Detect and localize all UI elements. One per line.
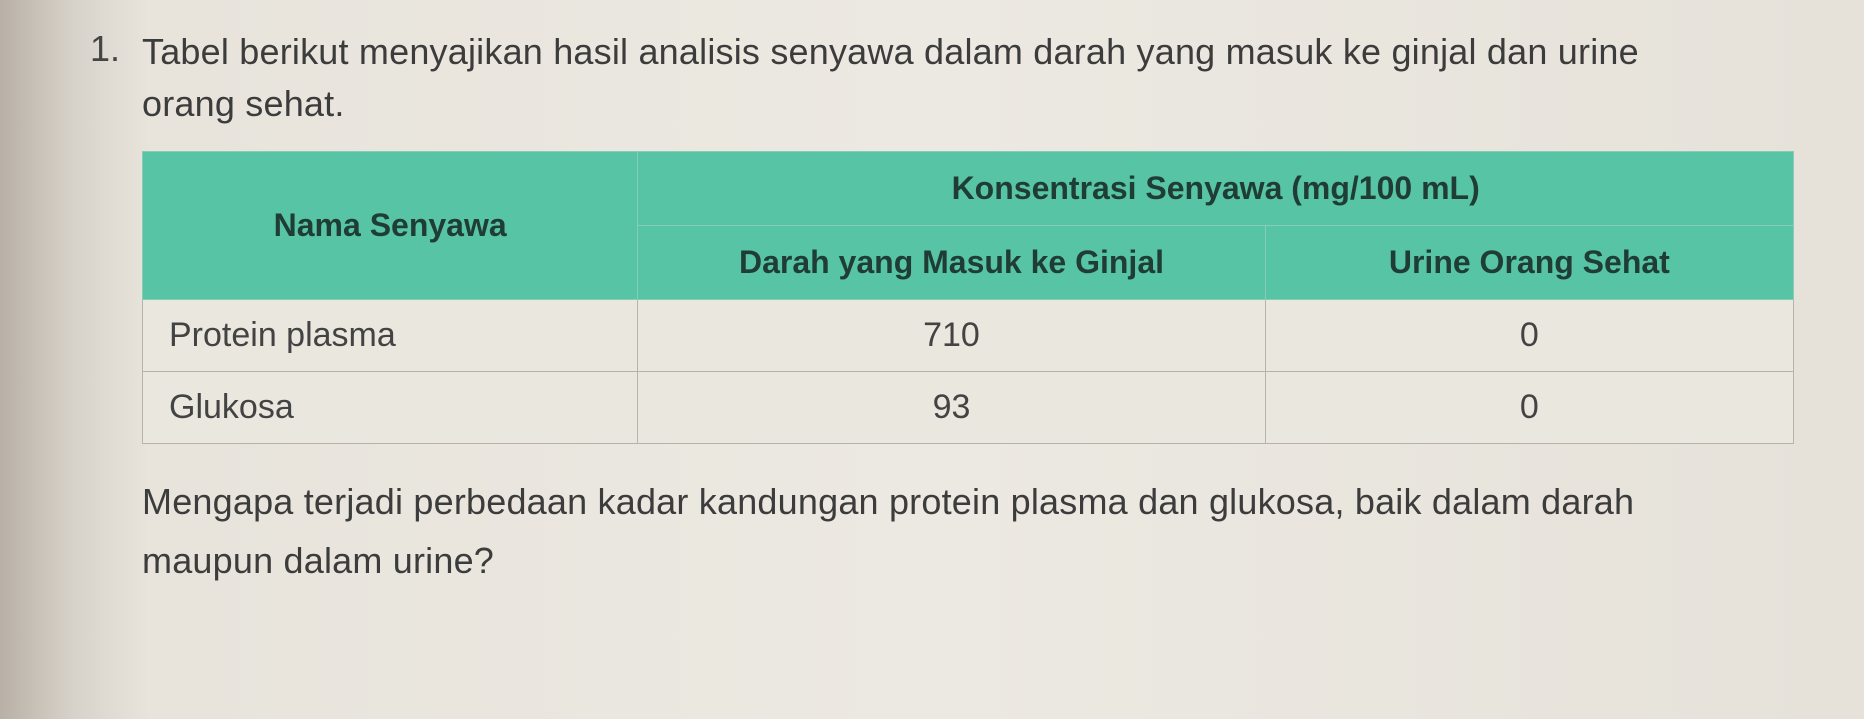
cell-blood-value: 710: [638, 299, 1265, 371]
col-header-name: Nama Senyawa: [143, 151, 638, 299]
col-subheader-blood: Darah yang Masuk ke Ginjal: [638, 225, 1265, 299]
analysis-table-wrap: Nama Senyawa Konsentrasi Senyawa (mg/100…: [142, 151, 1794, 444]
analysis-table: Nama Senyawa Konsentrasi Senyawa (mg/100…: [142, 151, 1794, 444]
cell-compound-name: Glukosa: [143, 371, 638, 443]
cell-urine-value: 0: [1265, 299, 1793, 371]
table-body: Protein plasma 710 0 Glukosa 93 0: [143, 299, 1794, 443]
cell-urine-value: 0: [1265, 371, 1793, 443]
question-line: 1. Tabel berikut menyajikan hasil analis…: [90, 28, 1804, 77]
question-after-line1: Mengapa terjadi perbedaan kadar kandunga…: [142, 474, 1804, 530]
question-text-line1: Tabel berikut menyajikan hasil analisis …: [142, 28, 1639, 77]
col-header-concentration: Konsentrasi Senyawa (mg/100 mL): [638, 151, 1794, 225]
col-subheader-urine: Urine Orang Sehat: [1265, 225, 1793, 299]
cell-blood-value: 93: [638, 371, 1265, 443]
table-row: Protein plasma 710 0: [143, 299, 1794, 371]
question-text-line2: orang sehat.: [142, 83, 1804, 125]
question-after-line2: maupun dalam urine?: [142, 533, 1804, 589]
cell-compound-name: Protein plasma: [143, 299, 638, 371]
question-number: 1.: [90, 28, 124, 70]
table-row: Glukosa 93 0: [143, 371, 1794, 443]
table-head: Nama Senyawa Konsentrasi Senyawa (mg/100…: [143, 151, 1794, 299]
